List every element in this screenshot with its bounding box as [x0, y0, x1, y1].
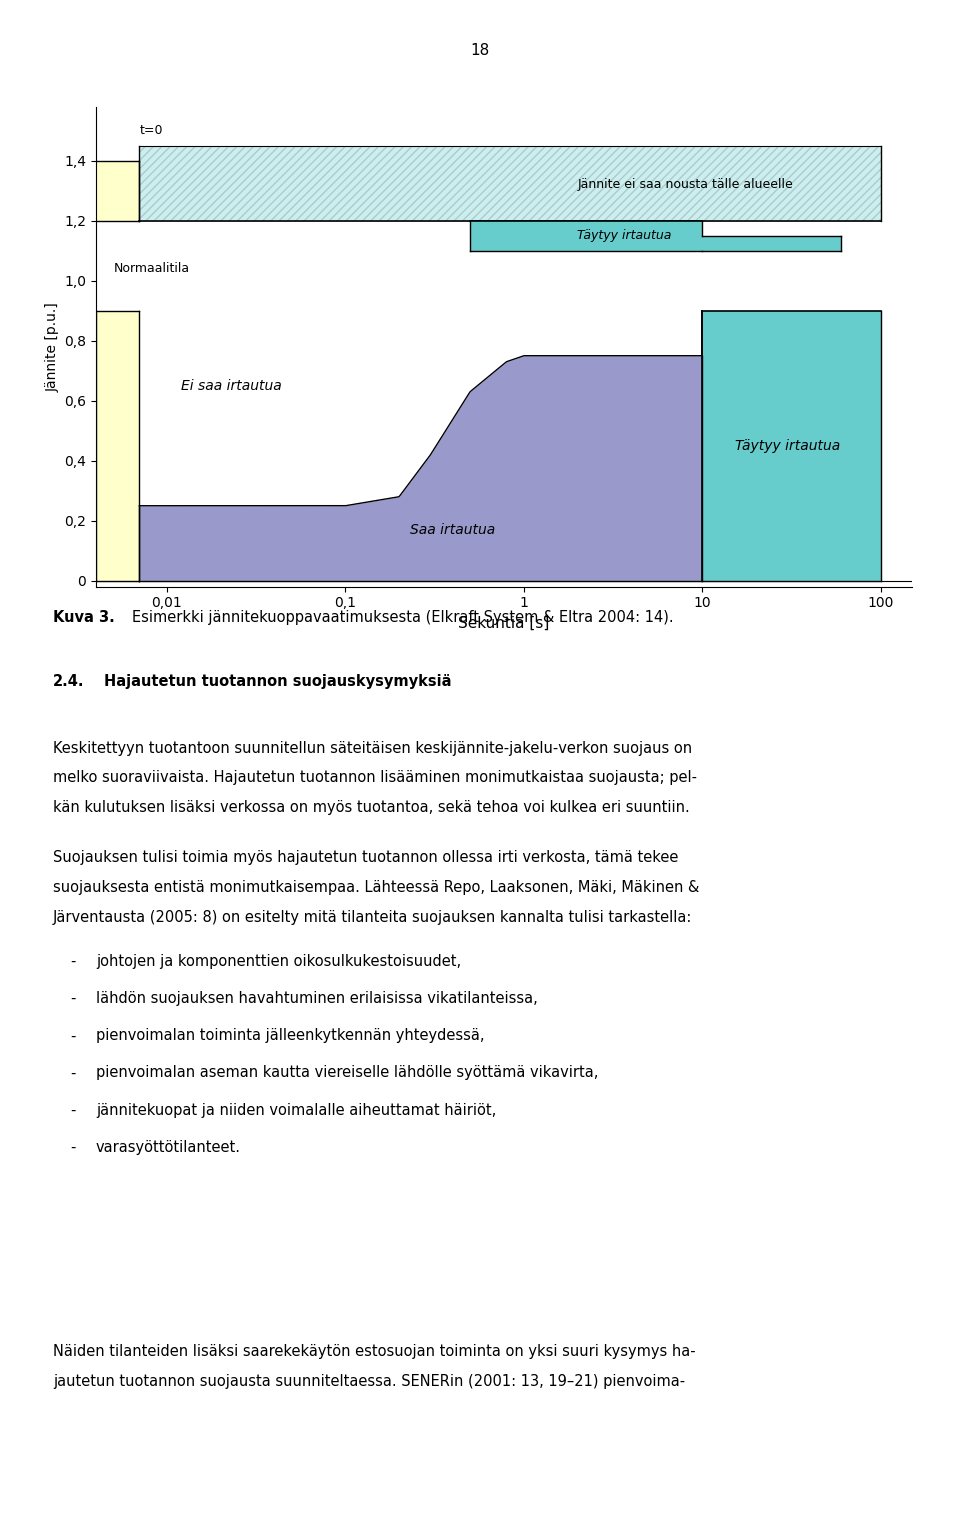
- Text: Saa irtautua: Saa irtautua: [410, 523, 495, 536]
- Text: Näiden tilanteiden lisäksi saarekekäytön estosuojan toiminta on yksi suuri kysym: Näiden tilanteiden lisäksi saarekekäytön…: [53, 1344, 695, 1359]
- Text: jautetun tuotannon suojausta suunniteltaessa. SENERin (2001: 13, 19–21) pienvoim: jautetun tuotannon suojausta suunnitelta…: [53, 1375, 684, 1388]
- Text: Jännite ei saa nousta tälle alueelle: Jännite ei saa nousta tälle alueelle: [578, 178, 793, 190]
- Text: jännitekuopat ja niiden voimalalle aiheuttamat häiriöt,: jännitekuopat ja niiden voimalalle aiheu…: [96, 1103, 496, 1117]
- Text: Hajautetun tuotannon suojauskysymyksiä: Hajautetun tuotannon suojauskysymyksiä: [104, 674, 451, 689]
- Text: Keskitettyyn tuotantoon suunnitellun säteitäisen keskijännite­jakelu­verkon suoj: Keskitettyyn tuotantoon suunnitellun sät…: [53, 741, 692, 756]
- Text: 2.4.: 2.4.: [53, 674, 84, 689]
- Text: johtojen ja komponenttien oikosulkukestoisuudet,: johtojen ja komponenttien oikosulkukesto…: [96, 954, 461, 969]
- Text: -: -: [70, 1103, 76, 1117]
- Text: -: -: [70, 1029, 76, 1044]
- Text: Täytyy irtautua: Täytyy irtautua: [578, 229, 672, 242]
- Text: melko suoraviivaista. Hajautetun tuotannon lisääminen monimutkaistaa suojausta; : melko suoraviivaista. Hajautetun tuotann…: [53, 771, 697, 785]
- Text: 18: 18: [470, 43, 490, 58]
- Text: lähdön suojauksen havahtuminen erilaisissa vikatilanteissa,: lähdön suojauksen havahtuminen erilaisis…: [96, 991, 538, 1006]
- Text: -: -: [70, 1065, 76, 1081]
- Y-axis label: Jännite [p.u.]: Jännite [p.u.]: [46, 302, 60, 392]
- Text: -: -: [70, 954, 76, 969]
- Text: pienvoimalan aseman kautta viereiselle lähdölle syöttämä vikavirta,: pienvoimalan aseman kautta viereiselle l…: [96, 1065, 598, 1081]
- Text: Täytyy irtautua: Täytyy irtautua: [734, 439, 840, 453]
- Text: pienvoimalan toiminta jälleenkytkennän yhteydessä,: pienvoimalan toiminta jälleenkytkennän y…: [96, 1029, 485, 1044]
- Text: Ei saa irtautua: Ei saa irtautua: [181, 379, 282, 393]
- Text: Normaalitila: Normaalitila: [113, 262, 189, 274]
- Text: varasyöttötilanteet.: varasyöttötilanteet.: [96, 1140, 241, 1155]
- Text: -: -: [70, 991, 76, 1006]
- Text: Järventausta (2005: 8) on esitelty mitä tilanteita suojauksen kannalta tulisi ta: Järventausta (2005: 8) on esitelty mitä …: [53, 910, 692, 925]
- X-axis label: Sekuntia [s]: Sekuntia [s]: [458, 616, 550, 631]
- Text: Esimerkki jännitekuoppavaatimuksesta (Elkraft System & Eltra 2004: 14).: Esimerkki jännitekuoppavaatimuksesta (El…: [132, 610, 673, 625]
- Text: Kuva 3.: Kuva 3.: [53, 610, 114, 625]
- Text: Suojauksen tulisi toimia myös hajautetun tuotannon ollessa irti verkosta, tämä t: Suojauksen tulisi toimia myös hajautetun…: [53, 850, 678, 866]
- Text: suojauksesta entistä monimutkaisempaa. Lähteessä Repo, Laaksonen, Mäki, Mäkinen : suojauksesta entistä monimutkaisempaa. L…: [53, 881, 699, 895]
- Text: -: -: [70, 1140, 76, 1155]
- Text: t=0: t=0: [139, 123, 163, 137]
- Text: kän kulutuksen lisäksi verkossa on myös tuotantoa, sekä tehoa voi kulkea eri suu: kän kulutuksen lisäksi verkossa on myös …: [53, 800, 689, 815]
